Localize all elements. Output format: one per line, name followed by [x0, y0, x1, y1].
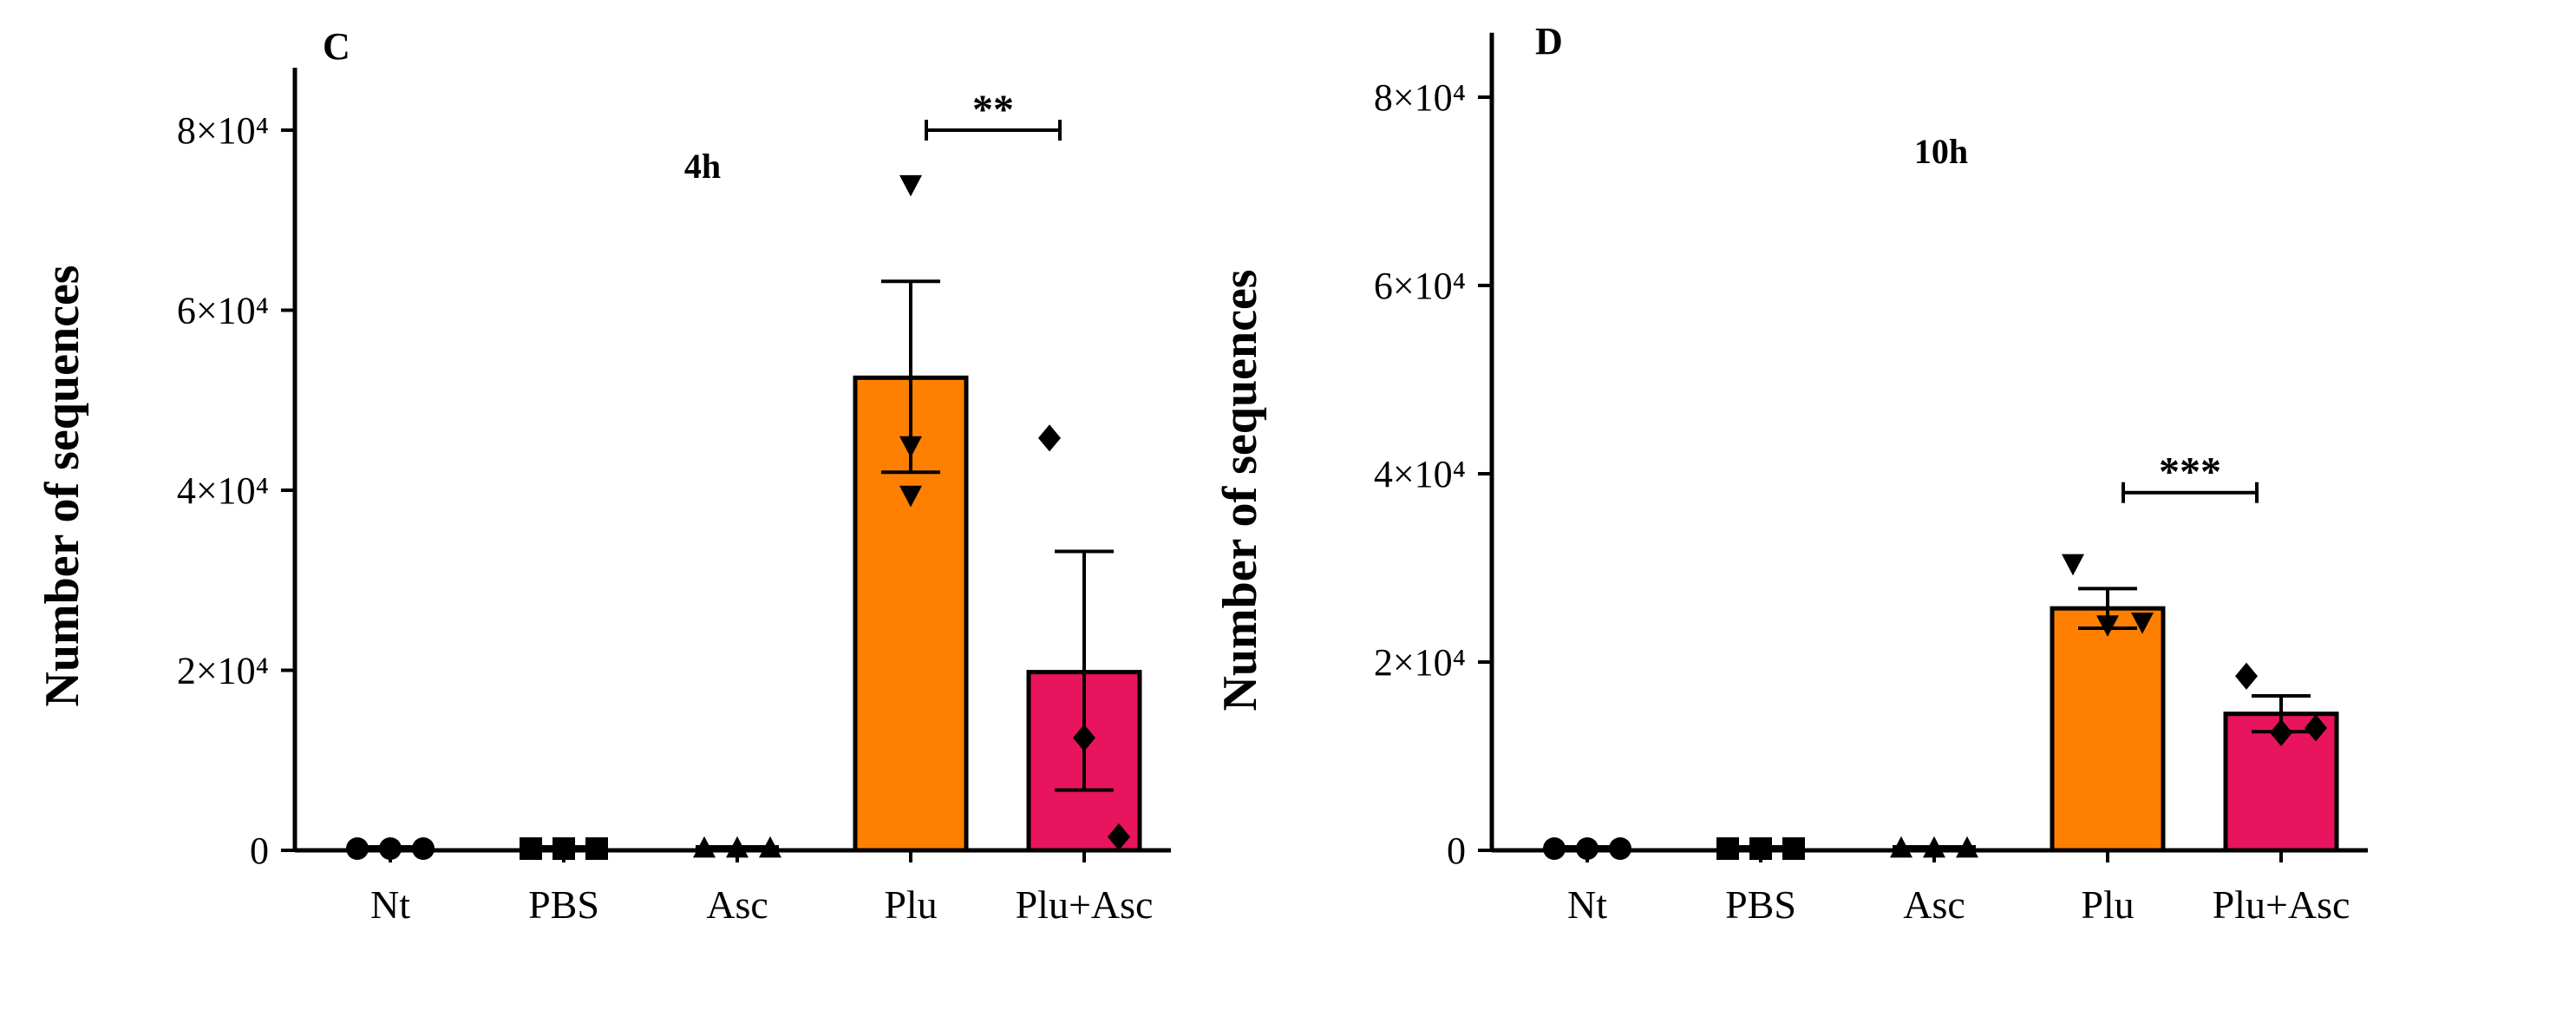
panel-c: C 4h Number of sequences 0 2×10⁴ 4×10⁴ 6×10…: [36, 25, 1171, 927]
data-point: [1609, 837, 1631, 860]
x-tick-label: PBS: [528, 882, 599, 927]
data-point: [552, 837, 575, 860]
x-tick-label: Asc: [706, 882, 768, 927]
data-point: [1890, 836, 1912, 858]
x-tick-label: Nt: [370, 882, 410, 927]
data-point: [1923, 836, 1945, 858]
y-tick-label: 8×10⁴: [1374, 76, 1466, 119]
data-point: [1576, 837, 1599, 860]
data-point: [1716, 837, 1739, 860]
data-point: [1543, 837, 1566, 860]
y-tick-label: 4×10⁴: [177, 469, 269, 512]
y-tick-label: 0: [1447, 830, 1466, 872]
x-tick-label: Plu+Asc: [2213, 882, 2350, 927]
y-tick-label: 6×10⁴: [1374, 265, 1466, 307]
data-point: [2235, 662, 2258, 690]
data-point: [379, 837, 402, 860]
data-point: [1038, 424, 1061, 452]
data-point: [899, 485, 922, 508]
data-point: [1782, 837, 1805, 860]
data-point: [346, 837, 369, 860]
y-tick-label: 0: [250, 830, 269, 872]
data-point: [412, 837, 435, 860]
timepoint-label: 10h: [1914, 132, 1968, 171]
plot-area: 0 2×10⁴ 4×10⁴ 6×10⁴ 8×10⁴ Nt PBS Asc Plu Plu+Asc *…: [1374, 32, 2368, 927]
significance-label: **: [972, 87, 1014, 133]
x-tick-label: Plu: [2081, 882, 2134, 927]
data-point: [1073, 724, 1095, 751]
significance-label: ***: [2159, 449, 2221, 495]
data-point: [759, 836, 781, 858]
data-point: [899, 174, 922, 197]
plot-area: 0 2×10⁴ 4×10⁴ 6×10⁴ 8×10⁴ Nt PBS Asc Plu Plu+Asc *…: [177, 68, 1171, 927]
data-point: [693, 836, 716, 858]
y-tick-label: 2×10⁴: [1374, 641, 1466, 684]
data-point: [1108, 823, 1130, 851]
y-tick-label: 2×10⁴: [177, 650, 269, 692]
y-axis-label: Number of sequences: [36, 265, 89, 706]
x-tick-label: PBS: [1725, 882, 1796, 927]
bar: [2050, 606, 2166, 853]
data-point: [899, 436, 922, 458]
data-point: [2305, 714, 2327, 742]
y-tick-label: 6×10⁴: [177, 290, 269, 332]
y-axis-label: Number of sequences: [1213, 269, 1267, 711]
x-tick-label: Plu: [884, 882, 937, 927]
data-point: [2270, 718, 2292, 746]
x-tick-label: Nt: [1567, 882, 1607, 927]
data-point: [520, 837, 542, 860]
x-tick-label: Plu+Asc: [1016, 882, 1154, 927]
data-point: [2096, 615, 2119, 637]
y-tick-label: 4×10⁴: [1374, 453, 1466, 495]
data-point: [1749, 837, 1772, 860]
data-point: [585, 837, 608, 860]
data-point: [2062, 554, 2084, 576]
data-point: [2131, 612, 2154, 634]
data-point: [1956, 836, 1978, 858]
timepoint-label: 4h: [684, 147, 721, 186]
panel-d: D 10h Number of sequences 0 2×10⁴ 4×10⁴ 6×1…: [1213, 20, 2368, 927]
panel-label: C: [323, 25, 350, 68]
data-point: [726, 836, 749, 858]
panel-label: D: [1535, 20, 1563, 62]
x-tick-label: Asc: [1903, 882, 1965, 927]
y-tick-label: 8×10⁴: [177, 109, 269, 152]
